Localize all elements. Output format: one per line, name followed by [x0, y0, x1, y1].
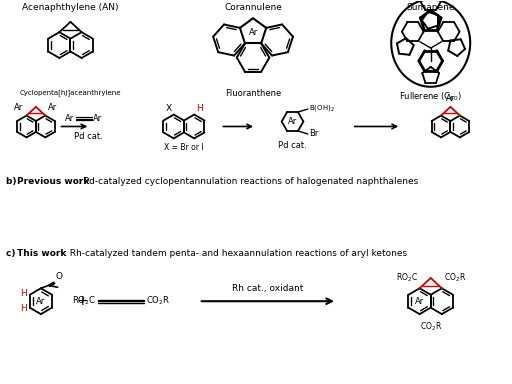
- Text: Ar: Ar: [446, 94, 455, 103]
- Text: B(OH)$_2$: B(OH)$_2$: [309, 103, 334, 113]
- Text: Previous work: Previous work: [17, 177, 90, 186]
- Text: Ar: Ar: [415, 297, 424, 306]
- Text: CO$_2$R: CO$_2$R: [444, 272, 466, 284]
- Text: CO$_2$R: CO$_2$R: [420, 320, 442, 333]
- Text: Ar: Ar: [48, 103, 57, 112]
- Text: Ar: Ar: [36, 297, 46, 306]
- Text: Fullerene (C$_{60}$): Fullerene (C$_{60}$): [399, 91, 462, 103]
- Text: Ar: Ar: [14, 103, 24, 112]
- Text: Ar: Ar: [288, 117, 297, 126]
- Text: O: O: [56, 272, 62, 281]
- Text: c): c): [6, 248, 19, 258]
- Text: Br: Br: [309, 129, 318, 139]
- Text: This work: This work: [17, 248, 67, 258]
- Text: Acenaphthylene (AN): Acenaphthylene (AN): [22, 3, 119, 12]
- Text: H: H: [20, 304, 27, 313]
- Text: b): b): [6, 177, 20, 186]
- Text: CO$_2$R: CO$_2$R: [146, 295, 170, 308]
- Text: : Pd-catalyzed cyclopentannulation reactions of halogenated naphthalenes: : Pd-catalyzed cyclopentannulation react…: [78, 177, 419, 186]
- Text: X = Br or I: X = Br or I: [164, 143, 204, 152]
- Text: Pd cat.: Pd cat.: [278, 141, 307, 151]
- Text: RO$_2$C: RO$_2$C: [72, 295, 96, 308]
- Text: Sumanene: Sumanene: [407, 3, 455, 12]
- Text: H: H: [196, 104, 203, 113]
- Text: H: H: [20, 289, 27, 298]
- Text: +: +: [76, 294, 88, 308]
- Text: Ar: Ar: [65, 114, 74, 123]
- Text: Cyclopenta[hj]aceanthrylene: Cyclopenta[hj]aceanthrylene: [20, 89, 121, 96]
- Text: Ar: Ar: [93, 114, 102, 123]
- Text: : Rh-catalyzed tandem penta- and hexaannulation reactions of aryl ketones: : Rh-catalyzed tandem penta- and hexaann…: [63, 248, 407, 258]
- Text: Fluoranthene: Fluoranthene: [225, 89, 281, 98]
- Text: RO$_2$C: RO$_2$C: [396, 272, 418, 284]
- Text: X: X: [165, 104, 172, 113]
- Text: Pd cat.: Pd cat.: [74, 132, 103, 141]
- Text: Rh cat., oxidant: Rh cat., oxidant: [232, 284, 304, 293]
- Text: Corannulene: Corannulene: [224, 3, 282, 12]
- Text: Ar: Ar: [248, 28, 258, 36]
